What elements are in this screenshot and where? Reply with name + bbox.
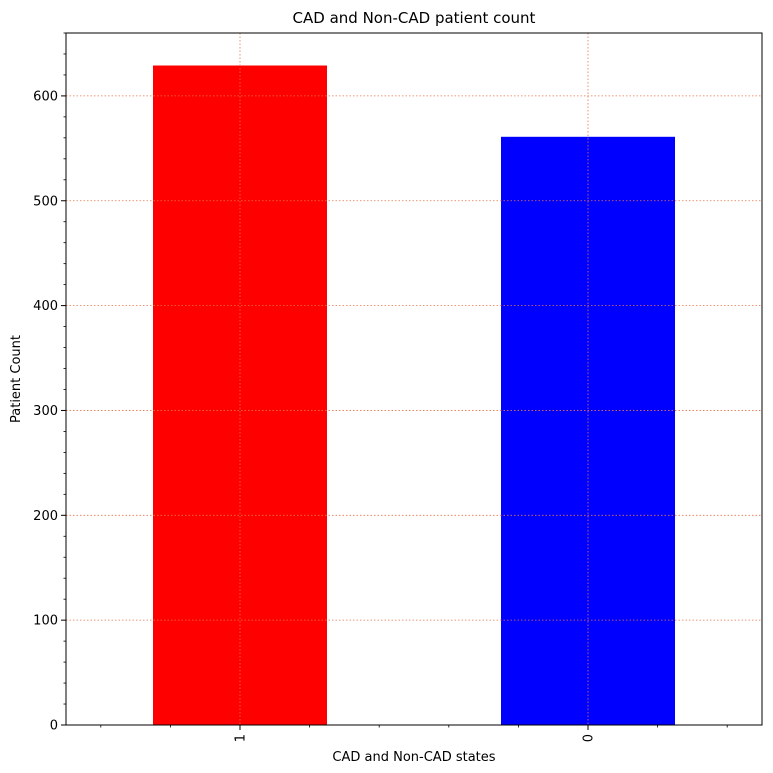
plot-frame — [65, 32, 763, 726]
y-tick-label-100: 100 — [33, 614, 58, 629]
chart-title: CAD and Non-CAD patient count — [293, 9, 536, 27]
x-tick-label-1: 1 — [234, 734, 249, 742]
y-tick-label-200: 200 — [33, 509, 58, 524]
bar-1 — [153, 65, 327, 725]
bar-0 — [501, 136, 675, 726]
y-tick-label-400: 400 — [33, 299, 58, 314]
y-tick-label-300: 300 — [33, 404, 58, 419]
y-tick-label-500: 500 — [33, 194, 58, 209]
x-axis-label: CAD and Non-CAD states — [332, 750, 495, 765]
y-axis-label: Patient Count — [9, 335, 24, 423]
bars — [153, 65, 675, 726]
y-tick-label-0: 0 — [50, 719, 58, 734]
gridlines — [66, 33, 762, 725]
x-tick-label-0: 0 — [582, 734, 597, 742]
y-tick-label-600: 600 — [33, 89, 58, 104]
axes: 0 100 200 300 400 500 600 1 0 — [33, 32, 763, 742]
